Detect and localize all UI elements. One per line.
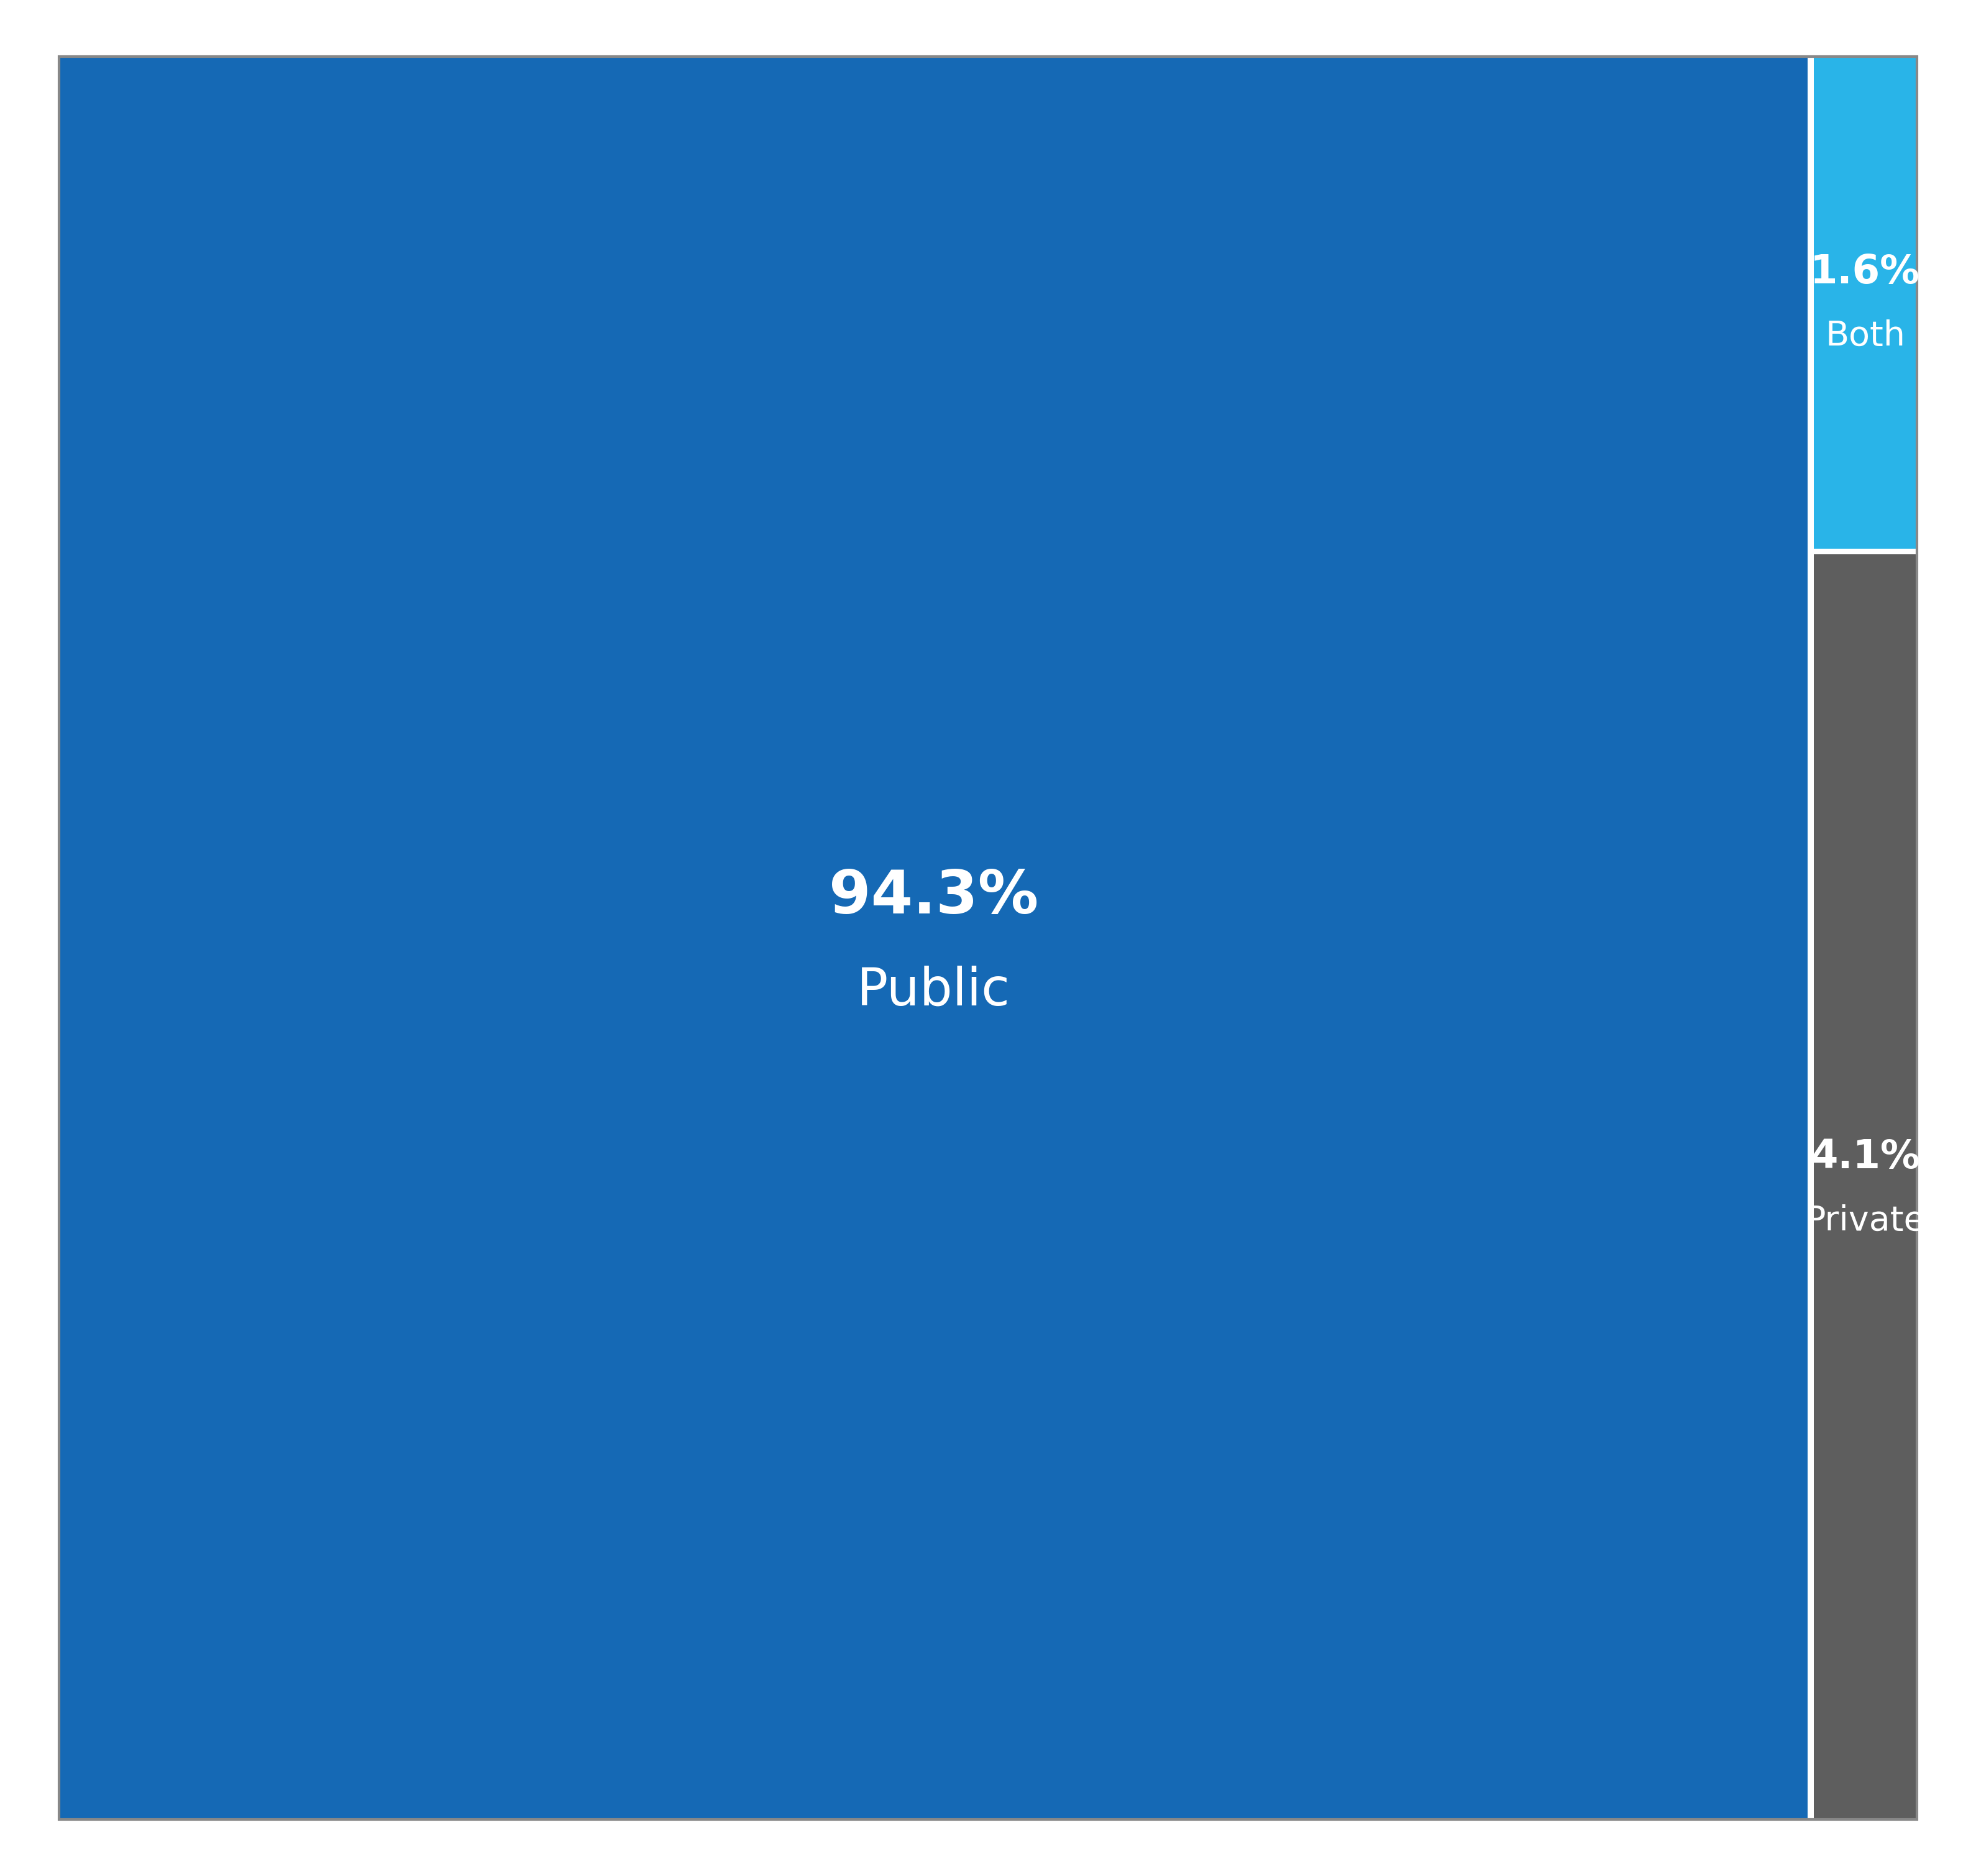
Text: 4.1%: 4.1%	[1810, 1137, 1921, 1176]
Text: 94.3%: 94.3%	[828, 869, 1037, 925]
Text: Private: Private	[1804, 1204, 1925, 1238]
Bar	[59, 56, 1808, 1820]
Text: Both: Both	[1826, 319, 1905, 353]
Text: Public: Public	[858, 966, 1010, 1015]
Bar	[1814, 56, 1917, 548]
Text: 1.6%: 1.6%	[1810, 253, 1921, 291]
Bar	[1814, 553, 1917, 1820]
